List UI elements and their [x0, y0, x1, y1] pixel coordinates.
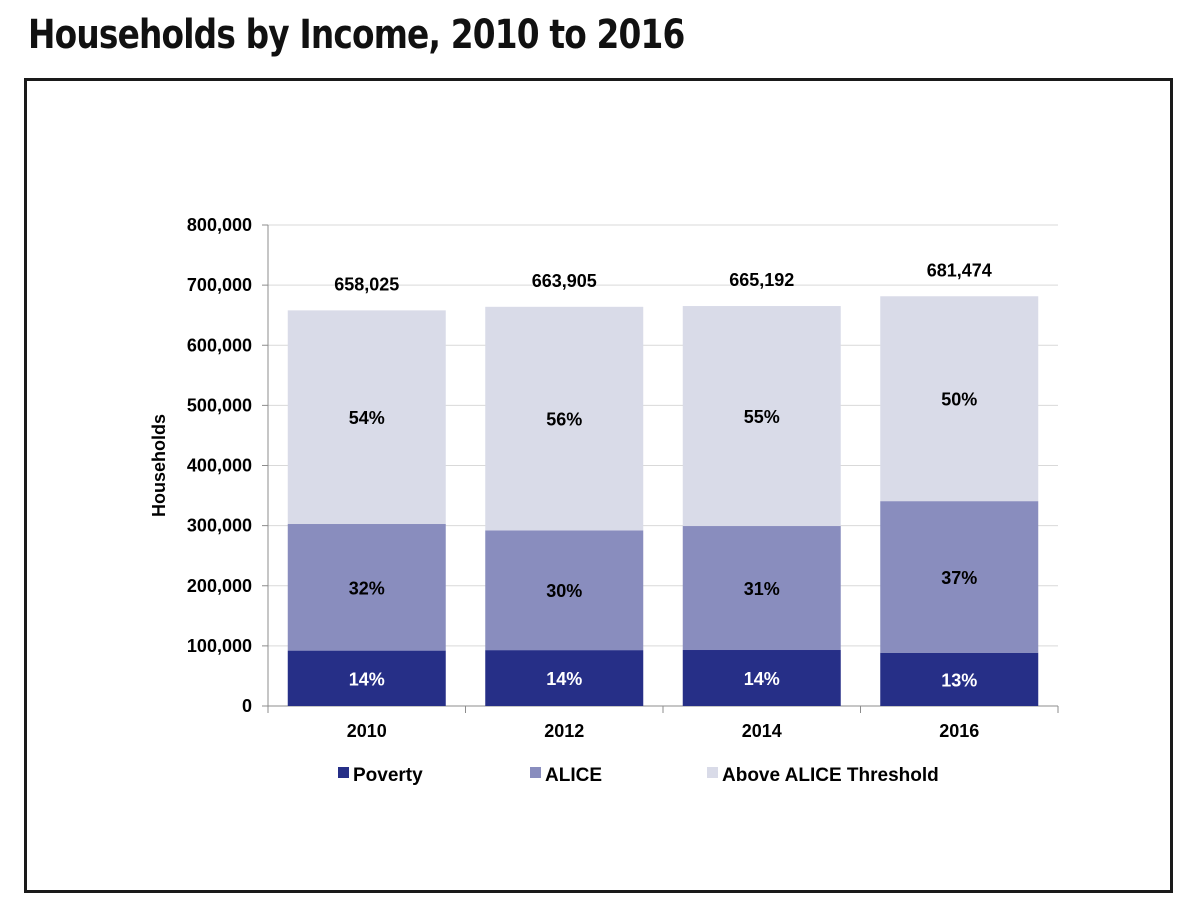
y-tick-label-8: 800,000 — [187, 215, 252, 235]
bar-alice-2016 — [880, 501, 1039, 653]
legend-swatch-alice — [530, 767, 541, 778]
bar-alice-2012 — [485, 530, 644, 651]
data-label-poverty-2012: 14% — [546, 669, 582, 689]
data-label-above-alice-threshold-2014: 55% — [744, 407, 780, 427]
x-tick-label-2012: 2012 — [544, 721, 584, 741]
legend-label-alice: ALICE — [545, 765, 602, 786]
legend-label-poverty: Poverty — [353, 765, 423, 786]
y-tick-label-2: 200,000 — [187, 576, 252, 596]
data-label-poverty-2014: 14% — [744, 669, 780, 689]
data-label-alice-2014: 31% — [744, 579, 780, 599]
total-label-2016: 681,474 — [927, 260, 992, 280]
page-title: Households by Income, 2010 to 2016 — [28, 12, 685, 58]
bar-alice-2014 — [682, 526, 841, 651]
bar-alice-2010 — [287, 524, 446, 651]
data-label-alice-2016: 37% — [941, 568, 977, 588]
bar-above-alice-threshold-2010 — [287, 310, 446, 525]
bar-above-alice-threshold-2016 — [880, 296, 1039, 502]
bar-above-alice-threshold-2014 — [682, 306, 841, 527]
data-label-above-alice-threshold-2016: 50% — [941, 390, 977, 410]
y-tick-label-3: 300,000 — [187, 516, 252, 536]
total-label-2012: 663,905 — [532, 271, 597, 291]
x-tick-label-2010: 2010 — [347, 721, 387, 741]
total-label-2014: 665,192 — [729, 270, 794, 290]
x-tick-label-2016: 2016 — [939, 721, 979, 741]
bar-poverty-2012 — [485, 650, 644, 706]
bar-poverty-2010 — [287, 650, 446, 706]
legend-swatch-poverty — [338, 767, 349, 778]
y-tick-label-6: 600,000 — [187, 335, 252, 355]
y-tick-label-7: 700,000 — [187, 275, 252, 295]
y-tick-label-0: 0 — [242, 696, 252, 716]
y-tick-label-5: 500,000 — [187, 395, 252, 415]
data-label-poverty-2016: 13% — [941, 670, 977, 690]
y-tick-label-1: 100,000 — [187, 636, 252, 656]
data-label-alice-2010: 32% — [349, 578, 385, 598]
bar-poverty-2014 — [682, 650, 841, 706]
data-label-alice-2012: 30% — [546, 581, 582, 601]
y-tick-label-4: 400,000 — [187, 456, 252, 476]
legend-label-above-alice-threshold: Above ALICE Threshold — [722, 765, 939, 786]
x-tick-label-2014: 2014 — [742, 721, 782, 741]
y-axis-title: Households — [149, 414, 169, 517]
data-label-above-alice-threshold-2010: 54% — [349, 408, 385, 428]
data-label-above-alice-threshold-2012: 56% — [546, 410, 582, 430]
total-label-2010: 658,025 — [334, 274, 399, 294]
legend-swatch-above-alice-threshold — [707, 767, 718, 778]
bar-above-alice-threshold-2012 — [485, 306, 644, 531]
data-label-poverty-2010: 14% — [349, 669, 385, 689]
bar-poverty-2016 — [880, 652, 1039, 706]
